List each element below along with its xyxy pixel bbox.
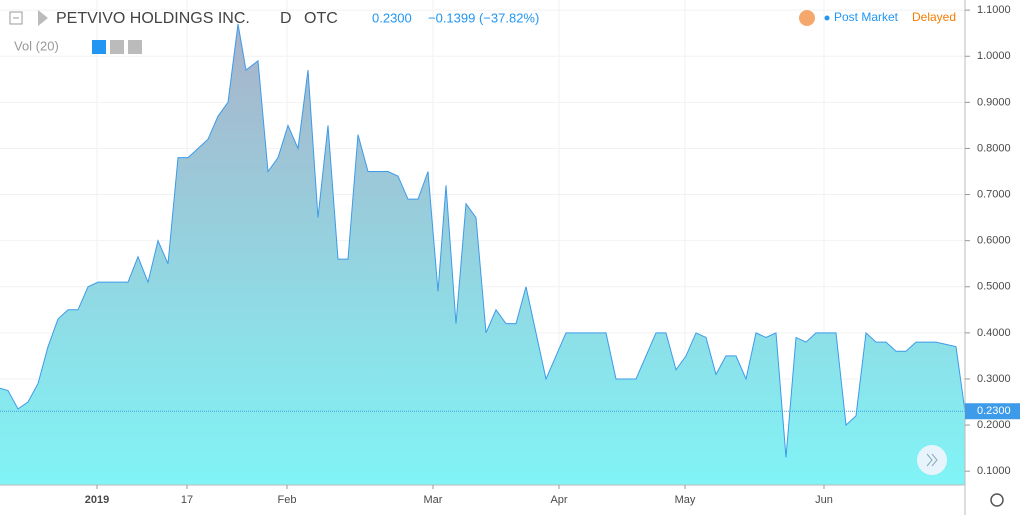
- flag-icon: [38, 10, 48, 26]
- x-tick-label: Feb: [278, 494, 297, 506]
- change: −0.1399 (−37.82%): [428, 10, 539, 25]
- symbol: PETVIVO HOLDINGS INC.: [56, 10, 250, 27]
- exchange[interactable]: OTC: [304, 10, 338, 27]
- y-tick-label: 0.2000: [977, 419, 1011, 431]
- price-line: [0, 23, 966, 458]
- price: 0.2300: [372, 10, 412, 25]
- y-tick-label: 0.6000: [977, 235, 1011, 247]
- session: Post Market: [834, 10, 899, 24]
- indicator: Vol (20): [14, 38, 59, 53]
- y-tick-label: 0.1000: [977, 465, 1011, 477]
- x-tick-label: May: [675, 494, 696, 506]
- x-tick-label: Jun: [815, 494, 833, 506]
- status: Delayed: [912, 10, 956, 24]
- y-tick-label: 1.1000: [977, 4, 1011, 16]
- remove-button[interactable]: [128, 40, 142, 54]
- collapse-icon[interactable]: [9, 11, 23, 25]
- scroll-icon: [926, 453, 938, 467]
- settings-icon[interactable]: [990, 493, 1004, 507]
- x-tick-label: 17: [181, 494, 193, 506]
- last-price-label: 0.2300: [977, 405, 1011, 417]
- hide-button[interactable]: [92, 40, 106, 54]
- last-price-box: [965, 403, 1020, 420]
- x-tick-label: Apr: [550, 494, 567, 506]
- x-tick-label: 2019: [85, 494, 109, 506]
- interval: D: [280, 10, 292, 27]
- y-tick-label: 1.0000: [977, 50, 1011, 62]
- y-tick-label: 0.7000: [977, 188, 1011, 200]
- session-dot: [824, 15, 830, 21]
- y-tick-label: 0.9000: [977, 96, 1011, 108]
- settings-button[interactable]: [110, 40, 124, 54]
- y-tick-label: 0.5000: [977, 281, 1011, 293]
- status-icon: [799, 10, 815, 26]
- y-tick-label: 0.8000: [977, 142, 1011, 154]
- y-tick-label: 0.4000: [977, 327, 1011, 339]
- area: [0, 23, 965, 485]
- y-tick-label: 0.3000: [977, 373, 1011, 385]
- x-tick-label: Mar: [424, 494, 443, 506]
